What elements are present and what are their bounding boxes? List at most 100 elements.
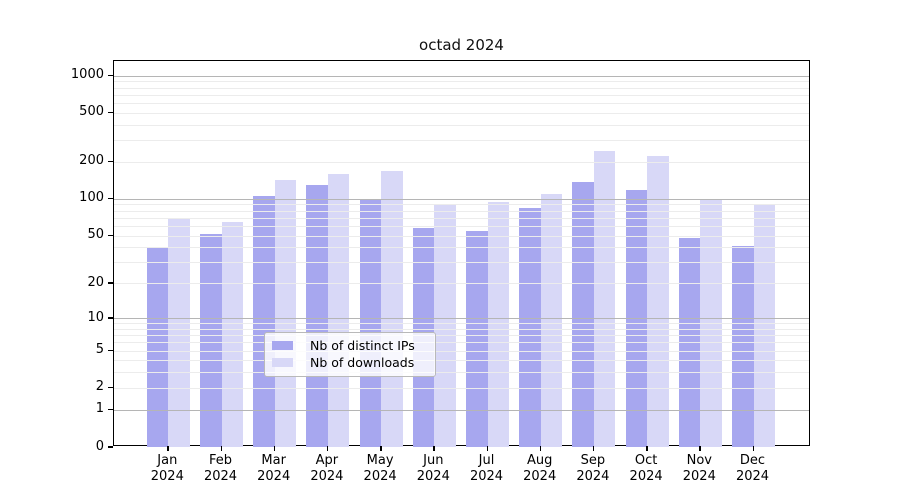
bar-distinct-ips-jan [146, 247, 169, 447]
x-tick-mark [167, 446, 169, 451]
x-tick-label-dec: Dec 2024 [723, 453, 783, 485]
bar-downloads-mar [274, 179, 297, 447]
gridline-major [114, 75, 809, 77]
bar-downloads-jan [168, 219, 190, 447]
y-tick-mark [108, 74, 113, 77]
x-tick-year: 2024 [257, 469, 291, 484]
bar-downloads-may [381, 171, 403, 447]
legend-row-distinct-ips: Nb of distinct IPs [272, 338, 426, 353]
gridline-minor [114, 124, 809, 126]
distinct-ips-swatch [272, 341, 293, 350]
x-tick-year: 2024 [150, 469, 184, 484]
gridline-minor [114, 87, 809, 89]
gridline-minor [114, 112, 809, 114]
bar-distinct-ips-nov [678, 237, 701, 447]
y-tick-mark [108, 282, 113, 284]
x-tick-label-oct: Oct 2024 [616, 453, 676, 485]
y-tick-mark [108, 446, 113, 448]
gridline-minor [114, 140, 809, 142]
bar-downloads-jun [434, 203, 456, 447]
x-tick-label-may: May 2024 [350, 453, 410, 485]
x-tick-label-sep: Sep 2024 [563, 453, 623, 485]
x-tick-mark [486, 446, 488, 451]
bar-distinct-ips-dec [732, 246, 754, 447]
legend-row-downloads: Nb of downloads [272, 355, 426, 370]
bar-downloads-nov [700, 199, 722, 447]
gridline-minor [114, 102, 809, 104]
distinct-ips-label: Nb of distinct IPs [310, 338, 415, 353]
bar-distinct-ips-may [359, 200, 382, 447]
y-tick-label: 50 [87, 227, 104, 243]
bar-distinct-ips-oct [625, 190, 648, 447]
bar-downloads-dec [753, 203, 775, 447]
x-tick-label-aug: Aug 2024 [510, 453, 570, 485]
bar-distinct-ips-apr [306, 184, 328, 447]
y-tick-mark [108, 349, 113, 352]
bar-downloads-sep [593, 151, 616, 447]
x-tick-year: 2024 [523, 469, 557, 484]
x-tick-year: 2024 [203, 469, 238, 484]
bar-distinct-ips-jul [466, 230, 488, 447]
gridline-minor [114, 161, 809, 163]
bar-downloads-feb [221, 221, 243, 447]
x-tick-year: 2024 [310, 469, 344, 484]
x-tick-mark [220, 446, 222, 451]
plot-area [113, 60, 810, 447]
y-tick-label: 200 [79, 153, 104, 169]
x-tick-year: 2024 [363, 469, 397, 484]
y-tick-mark [108, 386, 113, 389]
bar-downloads-aug [540, 193, 563, 447]
x-tick-mark [539, 446, 542, 451]
y-tick-label: 1 [95, 401, 104, 417]
x-tick-mark [273, 446, 276, 451]
bar-downloads-oct [647, 156, 669, 447]
x-tick-mark [326, 446, 329, 451]
y-tick-mark [108, 160, 113, 163]
y-tick-label: 5 [95, 342, 104, 358]
x-tick-year: 2024 [469, 469, 504, 484]
x-tick-label-feb: Feb 2024 [191, 453, 251, 485]
bar-distinct-ips-aug [519, 208, 541, 447]
x-tick-label-jul: Jul 2024 [457, 453, 517, 485]
x-tick-mark [646, 446, 648, 451]
bar-downloads-apr [327, 173, 350, 447]
x-tick-year: 2024 [735, 469, 770, 484]
x-tick-label-apr: Apr 2024 [297, 453, 357, 485]
x-tick-year: 2024 [576, 469, 610, 484]
y-tick-label: 2 [95, 379, 104, 395]
chart-title: octad 2024 [419, 36, 504, 54]
y-tick-label: 10 [87, 309, 104, 325]
downloads-swatch [272, 358, 293, 367]
x-tick-label-jun: Jun 2024 [403, 453, 463, 485]
x-tick-year: 2024 [682, 469, 716, 484]
x-tick-mark [752, 446, 754, 451]
x-tick-year: 2024 [416, 469, 450, 484]
y-tick-label: 0 [95, 438, 104, 454]
y-tick-label: 20 [87, 274, 104, 290]
gridline-minor [114, 81, 809, 83]
x-tick-mark [699, 446, 701, 451]
bar-distinct-ips-feb [200, 233, 222, 447]
downloads-label: Nb of downloads [310, 355, 415, 370]
y-tick-label: 1000 [70, 67, 104, 83]
bar-downloads-jul [487, 202, 509, 447]
y-tick-mark [108, 197, 113, 200]
x-tick-label-jan: Jan 2024 [137, 453, 197, 485]
bar-distinct-ips-sep [572, 182, 594, 447]
gridline-minor [114, 94, 809, 96]
x-tick-label-nov: Nov 2024 [669, 453, 729, 485]
bar-distinct-ips-mar [253, 195, 275, 447]
legend: Nb of distinct IPs Nb of downloads [264, 332, 436, 377]
y-tick-label: 100 [79, 190, 104, 206]
y-tick-mark [108, 317, 113, 319]
y-tick-mark [108, 234, 113, 237]
x-tick-mark [380, 446, 382, 451]
x-tick-mark [592, 446, 595, 451]
x-tick-label-mar: Mar 2024 [244, 453, 304, 485]
x-tick-year: 2024 [629, 469, 663, 484]
x-tick-mark [433, 446, 435, 451]
y-tick-mark [108, 111, 113, 114]
y-tick-label: 500 [79, 104, 104, 120]
y-tick-mark [108, 408, 113, 411]
